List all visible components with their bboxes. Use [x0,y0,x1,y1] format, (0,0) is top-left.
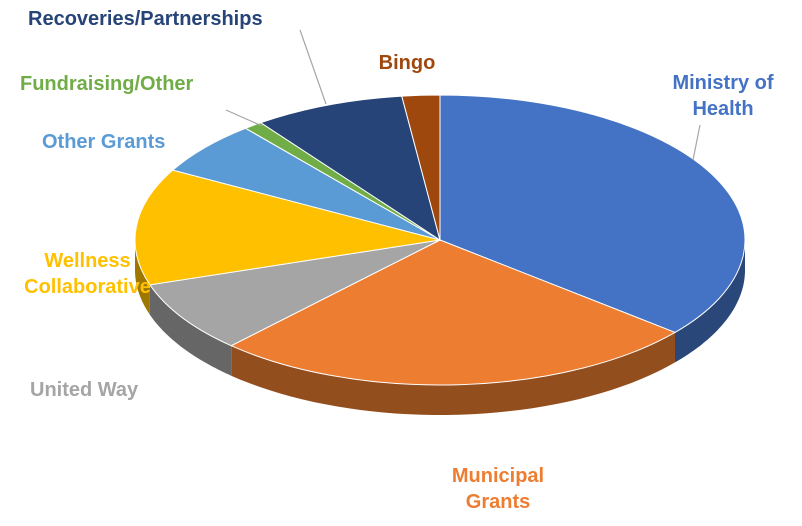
leader-line [299,29,327,105]
slice-label: Municipal Grants [451,465,545,513]
slice-label: Ministry of Health [672,72,774,120]
leader-line [225,109,263,127]
slice [401,94,441,241]
slice-label: Other Grants [42,131,166,153]
slice-label: Fundraising/Other [20,73,194,95]
slice [230,239,677,386]
slice [259,95,441,242]
slice [439,94,746,333]
slice-side [675,240,745,363]
slice-label: Bingo [378,52,436,74]
slice-label: Wellness Collaborative [24,250,151,298]
slice-side [135,240,150,315]
leader-line [692,124,701,161]
slice-label: United Way [30,379,139,401]
slice [134,169,441,286]
slice-side [231,332,675,415]
slice-side [149,284,232,376]
slice-label: Recoveries/Partnerships [28,8,263,30]
slice [149,239,441,347]
